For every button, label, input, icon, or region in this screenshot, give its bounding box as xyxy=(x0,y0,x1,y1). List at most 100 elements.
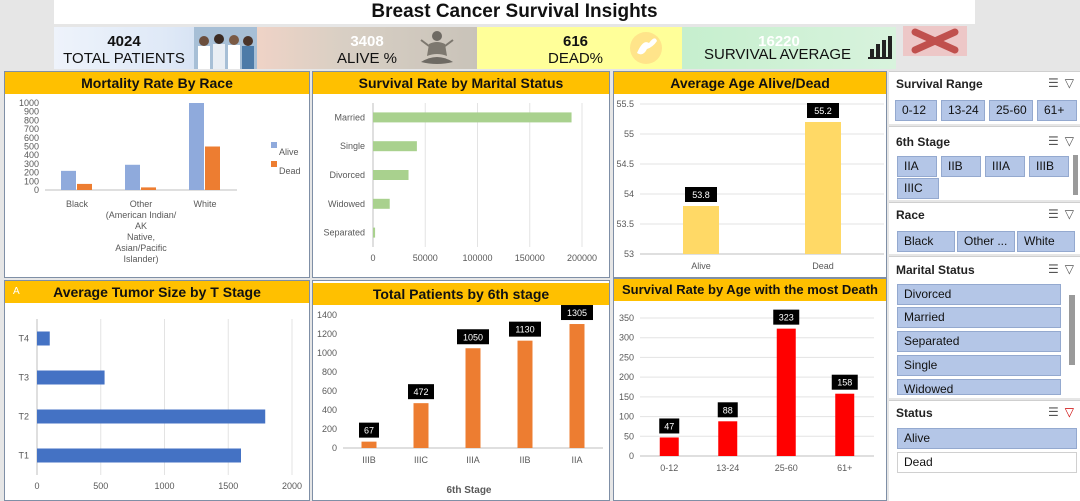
data-label-box xyxy=(717,402,738,418)
slicer-item-iia[interactable]: IIA xyxy=(897,156,937,177)
multi-select-icon[interactable]: ☰ xyxy=(1048,207,1065,221)
bar xyxy=(517,340,533,448)
y-tick-label: 150 xyxy=(619,392,634,402)
y-tick-label: 800 xyxy=(24,115,39,125)
multi-select-icon[interactable]: ☰ xyxy=(1048,134,1065,148)
legend-label-dead: Dead xyxy=(279,166,301,176)
x-tick-label: 13-24 xyxy=(716,463,739,473)
y-tick-label: 600 xyxy=(24,133,39,143)
bar xyxy=(413,403,429,448)
slicer-item-iiic[interactable]: IIIC xyxy=(897,178,939,199)
clear-filter-icon[interactable]: ▽ xyxy=(1064,76,1080,90)
y-tick-label: 1000 xyxy=(317,348,337,358)
data-label-box xyxy=(831,374,858,390)
x-tick-label: IIA xyxy=(571,455,582,465)
clear-filter-icon[interactable]: ▽ xyxy=(1064,262,1080,276)
panel-tumor-size: Average Tumor Size by T Stage A 0 500 1000… xyxy=(4,280,310,501)
x-tick-label: Other xyxy=(130,199,153,209)
slicer-item-iiib[interactable]: IIIB xyxy=(1029,156,1069,177)
bar xyxy=(718,421,738,456)
data-label-box xyxy=(509,321,541,337)
slicer-item-iiia[interactable]: IIIA xyxy=(985,156,1025,177)
kpi-total-patients: 4024 TOTAL PATIENTS xyxy=(54,27,257,69)
y-tick-label: 350 xyxy=(619,313,634,323)
slicer-status: Status ☰▽ Alive Dead xyxy=(889,400,1080,501)
data-label: 53.8 xyxy=(692,190,710,200)
clear-filter-icon[interactable]: ▽ xyxy=(1064,405,1080,419)
data-label: 88 xyxy=(723,405,733,415)
x-tick-label: 50000 xyxy=(413,253,438,263)
clear-filter-icon[interactable]: ▽ xyxy=(1064,207,1080,221)
x-tick-label: White xyxy=(193,199,216,209)
bar-dead xyxy=(141,187,156,190)
x-tick-label: IIIB xyxy=(362,455,376,465)
y-tick-label: T1 xyxy=(18,451,29,461)
slicer-item-white[interactable]: White xyxy=(1017,231,1075,252)
x-tick-label: Asian/Pacific xyxy=(115,243,167,253)
y-tick-label: T3 xyxy=(18,373,29,383)
slicer-item-13-24[interactable]: 13-24 xyxy=(941,100,985,121)
meditation-icon xyxy=(420,31,454,64)
slicer-item-alive[interactable]: Alive xyxy=(897,428,1077,449)
slicer-marital-status: Marital Status ☰▽ Divorced Married Separ… xyxy=(889,256,1080,398)
bar-alive xyxy=(61,170,76,190)
bar xyxy=(835,393,855,456)
panel-corner-label: A xyxy=(13,286,20,297)
slicer-item-0-12[interactable]: 0-12 xyxy=(895,100,937,121)
slicer-item-iib[interactable]: IIB xyxy=(941,156,981,177)
x-tick-label: 61+ xyxy=(837,463,852,473)
kpi-alive-label: ALIVE % xyxy=(336,50,398,67)
multi-select-icon[interactable]: ☰ xyxy=(1048,76,1065,90)
x-tick-label: 100000 xyxy=(462,253,492,263)
bar xyxy=(373,141,417,152)
x-tick-label: AK xyxy=(135,221,147,231)
slicer-item-single[interactable]: Single xyxy=(897,355,1061,376)
slicer-item-25-60[interactable]: 25-60 xyxy=(989,100,1033,121)
close-x-icon[interactable] xyxy=(903,26,967,56)
y-tick-label: Widowed xyxy=(328,199,365,209)
data-label-box xyxy=(359,422,379,438)
slicer-title: Race xyxy=(896,208,925,222)
slicer-item-separated[interactable]: Separated xyxy=(897,331,1061,352)
bar-alive xyxy=(125,164,140,190)
multi-select-icon[interactable]: ☰ xyxy=(1048,262,1065,276)
y-tick-label: 1400 xyxy=(317,310,337,320)
slicer-item-other[interactable]: Other ... xyxy=(957,231,1015,252)
kpi-survival-average: 16220 SURVIVAL AVERAGE xyxy=(682,27,896,69)
slicer-scrollbar[interactable] xyxy=(1073,155,1078,195)
multi-select-icon[interactable]: ☰ xyxy=(1048,405,1065,419)
kpi-surv-label: SURVIVAL AVERAGE xyxy=(704,46,852,63)
slicer-survival-range: Survival Range ☰▽ 0-12 13-24 25-60 61+ xyxy=(889,71,1080,124)
bar xyxy=(361,441,377,448)
dove-icon xyxy=(630,32,662,64)
bar xyxy=(373,227,376,238)
data-label-box xyxy=(408,384,434,400)
bar xyxy=(373,198,390,209)
bar xyxy=(37,370,105,385)
y-tick-label: 200 xyxy=(619,372,634,382)
y-tick-label: 200 xyxy=(24,168,39,178)
slicer-item-married[interactable]: Married xyxy=(897,307,1061,328)
x-tick-label: 1000 xyxy=(154,481,174,491)
y-tick-label: T2 xyxy=(18,412,29,422)
slicer-item-black[interactable]: Black xyxy=(897,231,955,252)
slicer-race: Race ☰▽ Black Other ... White xyxy=(889,202,1080,254)
panel-age-most-death: Survival Rate by Age with the most Death… xyxy=(613,278,887,501)
x-tick-label: (American Indian/ xyxy=(106,210,177,220)
slicer-6th-stage: 6th Stage ☰▽ IIA IIB IIIA IIIB IIIC xyxy=(889,126,1080,200)
slicer-item-dead[interactable]: Dead xyxy=(897,452,1077,473)
y-tick-label: 900 xyxy=(24,107,39,117)
y-tick-label: 400 xyxy=(24,150,39,160)
data-label: 472 xyxy=(413,387,428,397)
x-tick-label: Black xyxy=(66,199,89,209)
y-tick-label: 400 xyxy=(322,405,337,415)
slicer-scrollbar[interactable] xyxy=(1069,295,1075,365)
clear-filter-icon[interactable]: ▽ xyxy=(1064,134,1080,148)
bar xyxy=(569,324,585,448)
y-tick-label: Married xyxy=(334,112,365,122)
chart-average-age: 53 53.5 54 54.5 55 55.5 53.8 Alive 55.2 Dead xyxy=(616,99,884,271)
slicer-title: Marital Status xyxy=(896,263,975,277)
slicer-item-divorced[interactable]: Divorced xyxy=(897,284,1061,305)
slicer-item-widowed[interactable]: Widowed xyxy=(897,379,1061,395)
slicer-item-61-plus[interactable]: 61+ xyxy=(1037,100,1077,121)
